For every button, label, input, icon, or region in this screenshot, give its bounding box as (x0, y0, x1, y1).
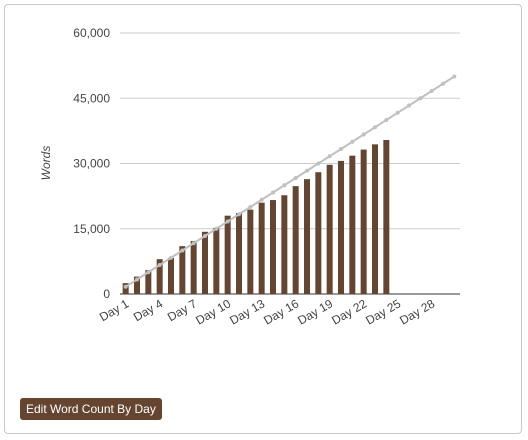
line-point (135, 277, 139, 282)
x-tick-label: Day 28 (397, 296, 437, 327)
bar (213, 227, 220, 294)
x-tick-label: Day 10 (193, 296, 233, 327)
x-tick-label: Day 22 (329, 296, 369, 327)
bar (134, 276, 140, 294)
line-point (418, 96, 423, 101)
bar (372, 144, 378, 294)
line-point (350, 139, 355, 144)
line-point (361, 132, 366, 137)
line-point (316, 161, 321, 166)
x-tick-label: Day 4 (131, 296, 165, 324)
y-tick-label: 45,000 (73, 91, 110, 105)
line-point (123, 284, 128, 289)
x-tick-label: Day 13 (227, 296, 267, 327)
line-point (429, 88, 434, 93)
bar (156, 259, 163, 294)
bar (383, 140, 390, 294)
line-point (214, 226, 219, 231)
line-point (407, 103, 411, 108)
line-point (282, 183, 287, 188)
bar (270, 200, 276, 294)
x-tick-label: Day 1 (97, 296, 131, 324)
line-point (259, 197, 264, 202)
target-line (125, 75, 455, 288)
bar (304, 179, 310, 294)
line-point (452, 74, 457, 79)
x-tick-label: Day 25 (363, 296, 403, 327)
bar (349, 155, 356, 294)
bar (236, 213, 242, 294)
line-point (248, 205, 253, 209)
line-point (441, 81, 445, 86)
bar (247, 209, 254, 294)
line-point (271, 190, 275, 195)
bar (338, 160, 344, 294)
line-point (157, 262, 162, 267)
bar (224, 215, 231, 294)
bar (179, 246, 186, 294)
y-axis-title: Words (39, 146, 53, 181)
bar (168, 257, 174, 294)
bar (145, 270, 152, 294)
line-point (237, 212, 241, 217)
bar (315, 172, 322, 294)
line-point (169, 255, 173, 260)
line-point (225, 219, 230, 224)
line-point (395, 110, 400, 115)
y-tick-label: 0 (103, 287, 110, 301)
line-point (191, 241, 196, 246)
line-point (180, 248, 185, 253)
x-tick-label: Day 19 (295, 296, 335, 327)
line-point (384, 118, 389, 122)
y-tick-label: 30,000 (73, 157, 110, 171)
bar (281, 195, 288, 294)
line-point (327, 154, 332, 159)
chart-frame (4, 4, 522, 434)
y-tick-label: 15,000 (73, 222, 110, 236)
x-tick-label: Day 16 (261, 296, 301, 327)
line-point (305, 168, 309, 173)
line-point (203, 234, 207, 239)
bar (202, 231, 208, 294)
line-point (146, 270, 151, 275)
bar (326, 164, 333, 294)
line-point (373, 125, 377, 130)
y-tick-label: 60,000 (73, 26, 110, 40)
edit-button[interactable]: Edit Word Count By Day (20, 398, 162, 420)
bar (258, 202, 265, 294)
bar (190, 240, 197, 294)
bar (292, 186, 299, 294)
x-tick-label: Day 7 (165, 296, 199, 324)
line-point (339, 147, 343, 152)
line-point (293, 175, 298, 180)
bar (360, 149, 367, 294)
